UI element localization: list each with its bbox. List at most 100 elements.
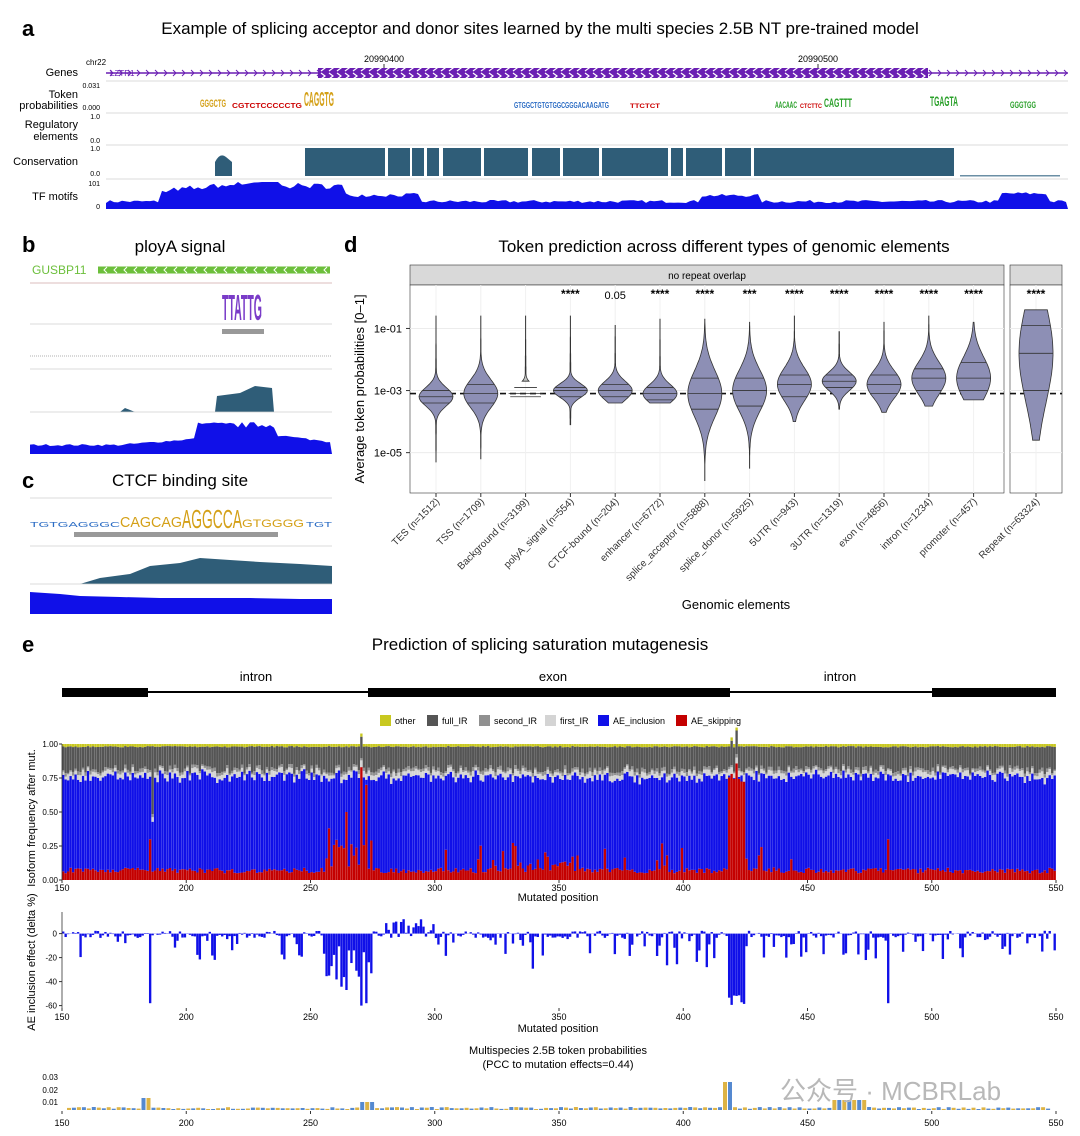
delta-bar <box>144 933 147 934</box>
stack-bar-segment <box>131 772 134 869</box>
logo-letter <box>479 1107 484 1110</box>
stack-bar-segment <box>375 771 378 775</box>
delta-bar <box>780 933 783 938</box>
stack-bar-segment <box>546 773 549 857</box>
stack-bar-segment <box>559 746 562 772</box>
stack-bar-segment <box>238 771 241 777</box>
delta-bar <box>986 933 989 940</box>
stack-bar-segment <box>906 772 910 777</box>
stack-bar-segment <box>1043 784 1046 871</box>
stack-bar-segment <box>295 744 298 747</box>
stack-bar-segment <box>867 771 870 774</box>
violin-6 <box>687 318 723 481</box>
stack-bar-segment <box>660 771 664 778</box>
stack-bar-segment <box>586 744 589 747</box>
stack-bar-segment <box>685 776 689 781</box>
stack-bar-segment <box>718 747 721 772</box>
stack-bar-segment <box>288 767 291 773</box>
stack-bar-segment <box>521 744 525 747</box>
stack-bar-segment <box>896 744 900 748</box>
stack-bar-segment <box>501 772 505 778</box>
stack-bar-segment <box>357 746 361 771</box>
delta-bar <box>688 933 691 942</box>
stack-bar-segment <box>260 770 264 775</box>
stack-bar-segment <box>767 775 771 869</box>
legend-label-AE_skipping: AE_skipping <box>691 716 741 726</box>
stack-bar-segment <box>787 746 790 766</box>
delta-bar <box>347 933 351 951</box>
stack-bar-segment <box>377 772 380 778</box>
delta-bar <box>809 931 813 934</box>
stack-bar-segment <box>496 769 500 776</box>
stack-bar-segment <box>489 768 492 775</box>
stack-bar-segment <box>941 772 945 870</box>
stack-bar-segment <box>407 747 410 767</box>
stack-bar-segment <box>417 744 420 747</box>
stack-bar-segment <box>141 767 144 772</box>
delta-bar <box>934 933 937 936</box>
delta-bar <box>151 933 154 936</box>
stack-bar-segment <box>787 744 790 747</box>
stack-bar-segment <box>1021 770 1024 777</box>
stack-bar-segment <box>166 869 169 880</box>
stack-bar-segment <box>203 746 206 766</box>
delta-bar <box>126 933 129 936</box>
stack-bar-segment <box>511 842 515 880</box>
gene-chevron <box>1045 69 1050 77</box>
stack-bar-segment <box>84 775 87 781</box>
stack-bar-segment <box>581 746 584 769</box>
stack-bar-segment <box>439 775 443 779</box>
stack-bar-segment <box>417 770 420 776</box>
stack-bar-segment <box>978 770 982 776</box>
stack-bar-segment <box>524 771 527 777</box>
stack-bar-segment <box>248 744 251 747</box>
stack-bar-segment <box>486 746 490 770</box>
logo-letter <box>91 1107 96 1110</box>
stack-bar-segment <box>700 781 703 870</box>
stack-bar-segment <box>526 865 530 880</box>
stack-bar-segment <box>695 773 699 777</box>
stack-bar-segment <box>685 780 689 869</box>
stack-bar-segment <box>899 780 902 869</box>
logo-letter <box>111 1108 116 1110</box>
delta-bar <box>345 933 348 990</box>
stack-bar-segment <box>81 767 85 770</box>
stack-bar-segment <box>765 772 768 775</box>
stack-bar-segment <box>223 771 226 773</box>
stack-bar-segment <box>529 771 532 777</box>
stack-bar-segment <box>136 747 139 772</box>
stack-bar-segment <box>429 775 433 782</box>
legend-label-AE_inclusion: AE_inclusion <box>613 716 665 726</box>
stack-bar-segment <box>489 774 492 869</box>
stack-bar-segment <box>521 868 525 880</box>
conservation-track <box>215 148 1060 177</box>
stack-bar-segment <box>481 774 485 782</box>
stack-bar-segment <box>1033 775 1036 780</box>
stack-bar-segment <box>628 776 631 871</box>
reg-ymax: 1.0 <box>90 114 100 121</box>
stack-bar-segment <box>658 773 661 776</box>
stack-bar-segment <box>308 873 311 880</box>
gene-chevron <box>244 69 249 77</box>
stack-bar-segment <box>613 744 617 747</box>
stack-bar-segment <box>859 746 863 774</box>
delta-bar <box>1008 933 1012 955</box>
stack-bar-segment <box>94 870 97 880</box>
logo-letter <box>842 1100 847 1110</box>
stack-bar-segment <box>121 747 124 771</box>
stack-bar-segment <box>698 778 701 869</box>
stack-bar-segment <box>424 764 428 769</box>
stack-bar-segment <box>337 847 341 880</box>
stack-bar-segment <box>688 769 691 771</box>
stack-bar-segment <box>673 744 676 747</box>
stack-bar-segment <box>919 776 922 869</box>
stack-bar-segment <box>715 872 718 880</box>
stack-bar-segment <box>409 768 413 772</box>
stack-bar-segment <box>986 770 989 872</box>
stack-bar-segment <box>790 776 793 860</box>
stack-bar-segment <box>909 772 912 870</box>
stack-bar-segment <box>223 746 226 772</box>
stack-bar-segment <box>320 775 323 782</box>
stack-bar-segment <box>89 770 92 775</box>
stack-bar-segment <box>81 744 85 748</box>
